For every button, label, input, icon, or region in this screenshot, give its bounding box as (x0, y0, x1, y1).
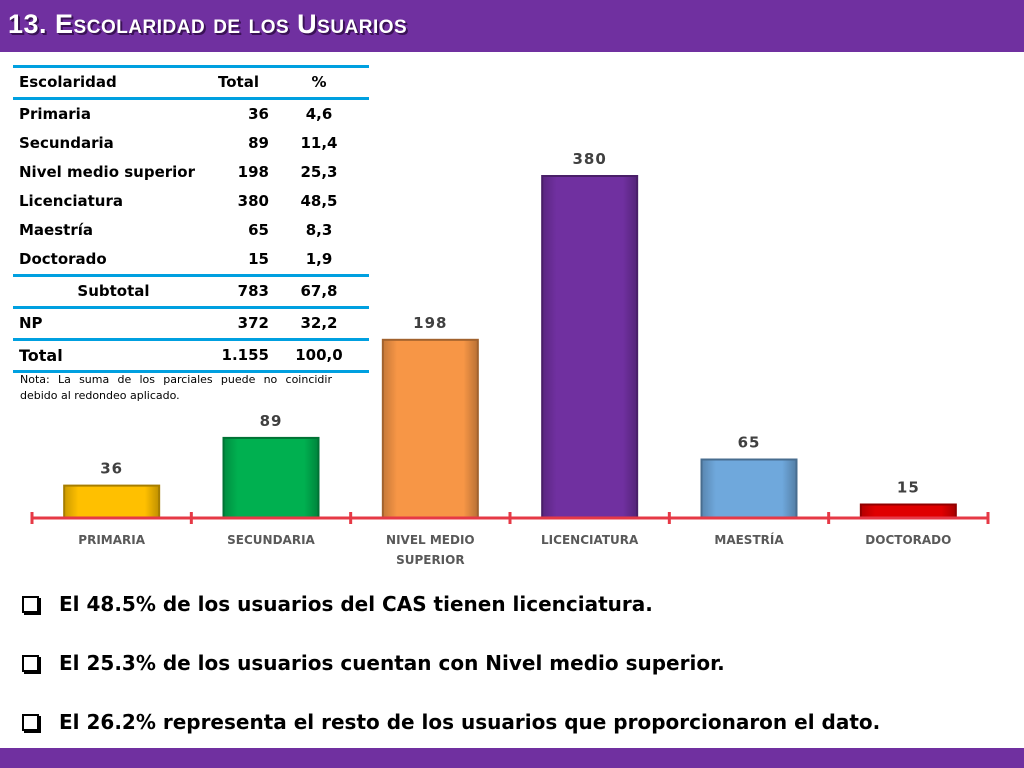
row-percent: 8,3 (305, 221, 333, 239)
checkbox-bullet-icon (22, 654, 39, 672)
data-label: 15 (897, 479, 920, 497)
row-label: Primaria (19, 105, 91, 123)
bar-chart: 36 PRIMARIA 89 SECUNDARIA 198 NIVEL MEDIO SUPE… (30, 150, 990, 567)
row-total: 65 (248, 221, 269, 239)
footer-bar (0, 748, 1024, 768)
category-label: SUPERIOR (396, 553, 465, 567)
bullet-text: El 48.5% de los usuarios del CAS tienen … (59, 592, 653, 616)
bullet-item: El 26.2% representa el resto de los usua… (22, 706, 1012, 738)
checkbox-bullet-icon (22, 713, 39, 731)
row-label: Maestría (19, 221, 93, 239)
bar-secundaria (222, 436, 320, 519)
education-table-panel: Escolaridad Total % Primaria 36 4,6 Secu… (13, 65, 369, 373)
np-row: NP 372 32,2 (13, 308, 369, 340)
row-percent: 1,9 (305, 250, 333, 268)
table-header-row: Escolaridad Total % (13, 66, 369, 99)
np-percent: 32,2 (300, 314, 338, 332)
table-row: Nivel medio superior 198 25,3 (13, 158, 369, 187)
np-total: 372 (237, 314, 269, 332)
category-label: MAESTRÍA (714, 532, 784, 547)
row-total: 380 (237, 192, 269, 210)
subtotal-label: Subtotal (77, 282, 150, 300)
table-row: Doctorado 15 1,9 (13, 245, 369, 276)
np-label: NP (19, 314, 43, 332)
category-label: PRIMARIA (78, 533, 145, 547)
table-row: Secundaria 89 11,4 (13, 129, 369, 158)
total-total: 1.155 (221, 346, 269, 364)
subtotal-percent: 67,8 (300, 282, 338, 300)
row-label: Secundaria (19, 134, 114, 152)
bullet-text: El 25.3% de los usuarios cuentan con Niv… (59, 651, 725, 675)
checkbox-bullet-icon (22, 595, 39, 613)
category-label: NIVEL MEDIO (386, 533, 475, 547)
row-percent: 48,5 (300, 192, 338, 210)
bullet-item: El 25.3% de los usuarios cuentan con Niv… (22, 647, 1012, 679)
row-label: Licenciatura (19, 192, 123, 210)
data-label: 198 (413, 314, 447, 332)
row-total: 198 (237, 163, 269, 181)
header-percent: % (311, 73, 327, 91)
row-percent: 4,6 (305, 105, 333, 123)
bar-licenciatura (541, 175, 639, 519)
bar-maestría (700, 458, 798, 519)
row-percent: 11,4 (300, 134, 338, 152)
row-label: Doctorado (19, 250, 107, 268)
education-table: Escolaridad Total % Primaria 36 4,6 Secu… (13, 65, 369, 373)
category-label: LICENCIATURA (541, 533, 639, 547)
data-label: 89 (260, 412, 283, 430)
row-total: 36 (248, 105, 269, 123)
bullet-item: El 48.5% de los usuarios del CAS tienen … (22, 588, 1012, 620)
table-row: Primaria 36 4,6 (13, 99, 369, 130)
subtotal-total: 783 (237, 282, 269, 300)
bar-primaria (63, 484, 161, 520)
row-total: 15 (248, 250, 269, 268)
total-row: Total 1.155 100,0 (13, 340, 369, 372)
title-banner: 13. Escolaridad de los Usuarios (0, 0, 1024, 52)
bullet-text: El 26.2% representa el resto de los usua… (59, 710, 881, 734)
category-label: DOCTORADO (865, 533, 951, 547)
row-percent: 25,3 (300, 163, 338, 181)
table-note: Nota: La suma de los parciales puede no … (20, 373, 332, 402)
category-label: SECUNDARIA (227, 533, 315, 547)
header-escolaridad: Escolaridad (19, 73, 117, 91)
page-title: 13. Escolaridad de los Usuarios (8, 9, 408, 39)
data-label: 36 (100, 460, 123, 478)
total-label: Total (19, 346, 63, 365)
row-total: 89 (248, 134, 269, 152)
data-label: 65 (738, 434, 761, 452)
row-label: Nivel medio superior (19, 163, 195, 181)
bar-nivel-medio-superior (381, 338, 479, 519)
table-row: Maestría 65 8,3 (13, 216, 369, 245)
subtotal-row: Subtotal 783 67,8 (13, 276, 369, 308)
header-total: Total (217, 73, 259, 91)
data-label: 380 (573, 150, 607, 168)
table-row: Licenciatura 380 48,5 (13, 187, 369, 216)
bullet-list: El 48.5% de los usuarios del CAS tienen … (22, 588, 1012, 765)
bar-doctorado (859, 503, 957, 519)
total-percent: 100,0 (295, 346, 343, 364)
